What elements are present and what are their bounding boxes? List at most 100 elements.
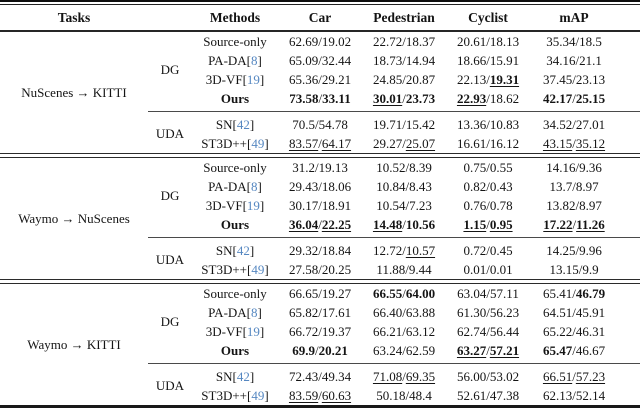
metric-cell: 29.27/25.07: [362, 136, 446, 152]
metric-value: 65.82: [288, 304, 319, 320]
citation-ref[interactable]: 8: [251, 178, 258, 194]
slash-separator: /: [486, 285, 491, 301]
metric-value: 29.21: [321, 71, 352, 87]
metric-value: 0.82: [463, 178, 487, 194]
metric-cell: 14.25/9.96: [530, 243, 640, 259]
citation-ref[interactable]: 19: [246, 323, 260, 339]
metric-value: 11.26: [576, 216, 605, 232]
metric-cell: 0.75/0.55: [446, 160, 530, 176]
metric-value: 0.78: [489, 197, 513, 213]
citation-ref[interactable]: 42: [236, 242, 250, 258]
metric-value: 10.56: [405, 216, 436, 232]
metric-cell: 14.16/9.36: [530, 160, 640, 176]
metric-cell: 31.2/19.13: [278, 160, 362, 176]
subgroup-dg: DG Source-only 66.65/19.27 66.55/64.00 63.04…: [148, 284, 640, 360]
citation-ref[interactable]: 42: [236, 368, 250, 384]
subgroup-uda: UDA SN[42] 29.32/18.84 12.72/10.57 0.72/0.45…: [148, 241, 640, 279]
metric-value: 15.91: [489, 52, 520, 68]
method-name: 3D-VF: [205, 197, 243, 213]
slash-separator: /: [318, 387, 322, 403]
slash-separator: /: [486, 387, 490, 403]
citation-bracket-open: [: [246, 304, 252, 320]
metric-value: 49.34: [321, 368, 352, 384]
metric-value: 62.59: [405, 342, 436, 358]
method-cell: PA-DA[8]: [192, 179, 278, 195]
metric-value: 57.11: [490, 285, 519, 301]
slash-separator: /: [575, 242, 580, 258]
task-label: NuScenes → KITTI: [21, 84, 127, 100]
metric-value: 63.04: [457, 285, 487, 301]
citation-bracket-open: [: [247, 261, 252, 277]
citation-bracket-open: [: [242, 323, 247, 339]
metric-cell: 62.69/19.02: [278, 34, 362, 50]
citation-ref[interactable]: 49: [251, 135, 265, 151]
slash-separator: /: [405, 197, 410, 213]
metric-value: 8.97: [579, 197, 602, 213]
metric-value: 64.51: [542, 304, 573, 320]
citation-bracket-open: [: [246, 52, 252, 68]
slash-separator: /: [314, 159, 319, 175]
method-rows: Source-only 31.2/19.13 10.52/8.39 0.75/0.55…: [192, 158, 640, 234]
metric-value: 20.87: [405, 71, 436, 87]
slash-separator: /: [402, 52, 406, 68]
metric-value: 65.41: [542, 285, 573, 301]
slash-separator: /: [405, 178, 410, 194]
metric-value: 18.73: [372, 52, 403, 68]
metric-value: 16.12: [489, 135, 520, 151]
metric-value: 13.15: [549, 261, 579, 277]
slash-separator: /: [572, 285, 576, 301]
method-cell: SN[42]: [192, 243, 278, 259]
slash-separator: /: [578, 261, 583, 277]
slash-separator: /: [318, 197, 322, 213]
metric-value: 25.07: [405, 135, 436, 151]
metric-value: 63.88: [405, 304, 436, 320]
metric-cell: 13.82/8.97: [530, 198, 640, 214]
metric-cell: 19.71/15.42: [362, 117, 446, 133]
metric-value: 71.08: [372, 368, 403, 384]
citation-ref[interactable]: 49: [251, 387, 265, 403]
metric-value: 30.01: [372, 90, 403, 106]
method-name: SN: [215, 368, 233, 384]
metric-cell: 17.22/11.26: [530, 217, 640, 233]
method-rows: Source-only 66.65/19.27 66.55/64.00 63.04/5…: [192, 284, 640, 360]
metric-value: 46.31: [575, 323, 606, 339]
slash-separator: /: [486, 135, 490, 151]
metric-value: 14.94: [405, 52, 436, 68]
citation-ref[interactable]: 19: [246, 197, 260, 213]
citation-bracket-close: ]: [249, 242, 255, 258]
method-row: Source-only 62.69/19.02 22.72/18.37 20.61/1…: [192, 32, 640, 51]
citation-bracket-close: ]: [257, 304, 262, 320]
slash-separator: /: [402, 90, 406, 106]
slash-separator: /: [318, 90, 323, 106]
metric-value: 66.51: [542, 368, 573, 384]
metric-cell: 30.17/18.91: [278, 198, 362, 214]
subgroup-label: UDA: [155, 252, 185, 267]
metric-cell: 29.43/18.06: [278, 179, 362, 195]
dg-uda-divider-rule: [148, 363, 640, 364]
metric-value: 64.00: [405, 285, 436, 301]
citation-ref[interactable]: 8: [251, 52, 258, 68]
metric-value: 70.5: [292, 116, 315, 132]
metric-value: 10.57: [405, 242, 436, 258]
citation-ref[interactable]: 8: [251, 304, 258, 320]
metric-value: 52.14: [575, 387, 606, 403]
citation-ref[interactable]: 49: [251, 261, 265, 277]
method-cell: Source-only: [192, 34, 278, 50]
dg-uda-divider-rule: [148, 237, 640, 238]
citation-bracket-open: [: [232, 368, 237, 384]
metric-value: 36.04: [288, 216, 319, 232]
citation-bracket-open: [: [232, 242, 237, 258]
col-header-car: Car: [308, 9, 332, 25]
metric-value: 22.93: [456, 90, 487, 106]
metric-cell: 0.01/0.01: [446, 262, 530, 278]
citation-ref[interactable]: 42: [236, 116, 250, 132]
citation-bracket-close: ]: [259, 197, 265, 213]
citation-ref[interactable]: 19: [246, 71, 260, 87]
metric-cell: 65.82/17.61: [278, 305, 362, 321]
metric-value: 60.63: [321, 387, 352, 403]
slash-separator: /: [318, 33, 322, 49]
metric-cell: 66.55/64.00: [362, 286, 446, 302]
metric-cell: 36.04/22.25: [278, 217, 362, 233]
metric-value: 9.44: [408, 261, 432, 277]
metric-value: 20.61: [456, 33, 487, 49]
